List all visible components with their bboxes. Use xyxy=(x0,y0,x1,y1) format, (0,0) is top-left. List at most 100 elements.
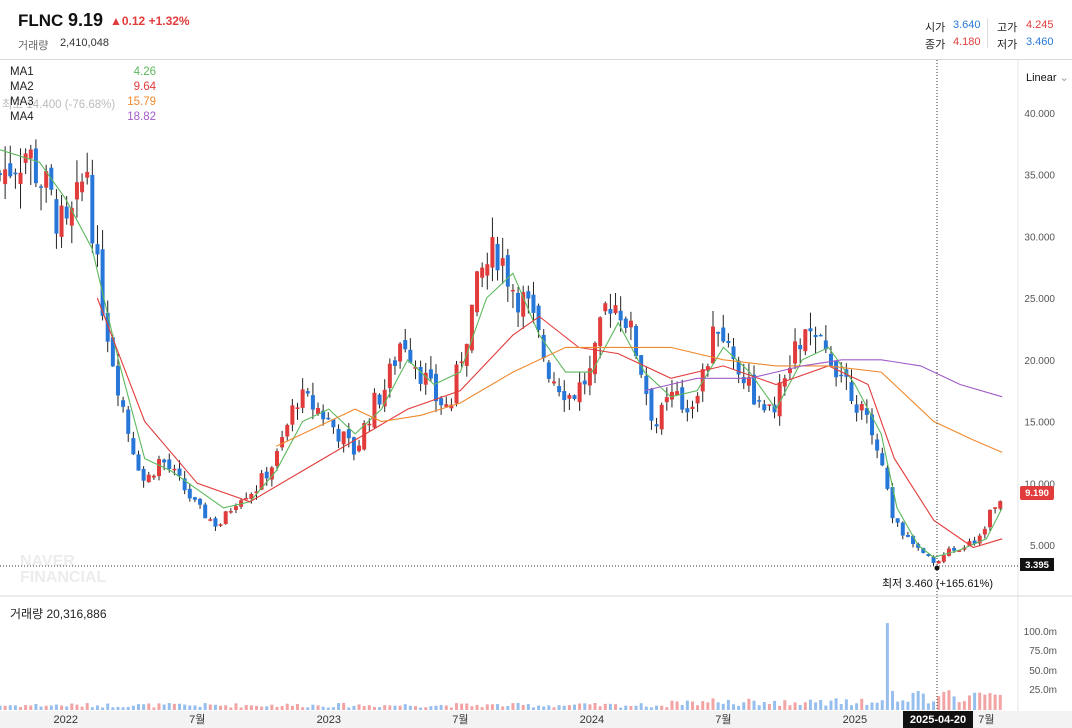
candle-body xyxy=(608,309,613,314)
candle-body xyxy=(516,292,521,313)
volume-bar xyxy=(429,706,433,710)
volume-bar xyxy=(957,702,961,710)
crosshair-date-tag xyxy=(903,711,973,728)
volume-bar xyxy=(29,705,33,710)
candle-body xyxy=(870,414,875,436)
last-price-tag xyxy=(1020,486,1054,500)
volume-bar xyxy=(285,703,289,710)
candle-body xyxy=(172,468,177,471)
volume-bar xyxy=(465,703,469,710)
candle-body xyxy=(664,397,669,403)
candle-body xyxy=(536,305,541,331)
volume-bar xyxy=(239,707,243,710)
candle-body xyxy=(459,361,464,363)
volume-bar xyxy=(121,707,125,710)
volume-bar xyxy=(588,704,592,710)
volume-bar xyxy=(952,696,956,710)
volume-bar xyxy=(372,706,376,710)
volume-bar xyxy=(352,705,356,710)
candle-body xyxy=(39,186,44,188)
candle-body xyxy=(167,459,172,469)
volume-bar xyxy=(870,702,874,710)
high-annotation-ghost: 최고 14.400 (-76.68%) xyxy=(2,99,116,111)
volume-bar xyxy=(485,704,489,710)
volume-bar xyxy=(947,690,951,710)
candle-body xyxy=(705,366,710,370)
volume-bar xyxy=(824,705,828,710)
candle-body xyxy=(828,353,833,366)
candle-body xyxy=(469,304,474,351)
volume-bar xyxy=(732,704,736,710)
candle-body xyxy=(249,493,254,499)
volume-bar xyxy=(916,690,920,710)
volume-bar xyxy=(747,698,751,710)
volume-bar xyxy=(152,707,156,710)
volume-bar xyxy=(3,705,7,710)
volume-bar xyxy=(19,707,23,710)
volume-bar xyxy=(819,699,823,710)
volume-bar xyxy=(213,704,217,710)
volume-bar xyxy=(24,705,28,710)
candle-body xyxy=(213,518,218,527)
candle-body xyxy=(931,556,936,563)
volume-bar xyxy=(798,704,802,710)
candle-body xyxy=(634,326,639,357)
candle-body xyxy=(44,171,49,188)
candle-body xyxy=(346,429,351,439)
candle-body xyxy=(567,395,572,399)
volume-bar xyxy=(49,705,53,710)
candle-body xyxy=(823,340,828,350)
volume-bar xyxy=(44,705,48,710)
volume-bar xyxy=(926,703,930,710)
candle-body xyxy=(274,450,279,466)
chevron-down-icon: ⌄ xyxy=(1059,72,1069,84)
volume-bar xyxy=(362,706,366,710)
volume-bar xyxy=(393,705,397,710)
scale-mode-selector[interactable]: Linear ⌄ xyxy=(1026,71,1069,84)
candle-body xyxy=(500,258,505,266)
candle-body xyxy=(746,377,751,386)
volume-bar xyxy=(85,703,89,710)
candle-body xyxy=(439,398,444,406)
volume-bar xyxy=(34,703,38,710)
candle-body xyxy=(736,360,741,375)
candle-body xyxy=(957,550,962,552)
candle-body xyxy=(326,417,331,420)
volume-bar xyxy=(572,704,576,710)
candle-body xyxy=(798,345,803,350)
candle-body xyxy=(121,400,126,407)
volume-bar xyxy=(639,703,643,710)
candle-body xyxy=(623,318,628,329)
volume-bar xyxy=(326,707,330,710)
candle-body xyxy=(100,249,105,316)
candle-body xyxy=(177,468,182,476)
volume-bar xyxy=(106,703,110,710)
volume-bar xyxy=(988,693,992,710)
volume-value: 2,410,048 xyxy=(60,37,109,49)
candle-body xyxy=(300,389,305,408)
volume-tick-label: 25.0m xyxy=(1029,685,1057,696)
candle-body xyxy=(818,334,823,337)
volume-bar xyxy=(444,705,448,710)
volume-bar xyxy=(670,700,674,710)
volume-bar xyxy=(875,702,879,710)
x-tick-label: 7월 xyxy=(715,713,731,726)
candle-body xyxy=(587,368,592,386)
candle-body xyxy=(859,404,864,411)
candle-body xyxy=(280,437,285,448)
candle-body xyxy=(80,181,85,193)
volume-bar xyxy=(757,705,761,710)
crosshair-price-label: 3.395 xyxy=(1025,560,1049,571)
volume-bar xyxy=(408,705,412,710)
volume-bar xyxy=(224,705,228,710)
candle-body xyxy=(987,509,992,528)
candle-body xyxy=(203,504,208,519)
volume-bar xyxy=(249,705,253,710)
candle-body xyxy=(151,475,156,478)
volume-bar xyxy=(449,707,453,710)
candle-body xyxy=(295,407,300,409)
high-label: 고가 xyxy=(997,22,1018,34)
volume-bar xyxy=(311,704,315,710)
candle-body xyxy=(505,255,510,287)
